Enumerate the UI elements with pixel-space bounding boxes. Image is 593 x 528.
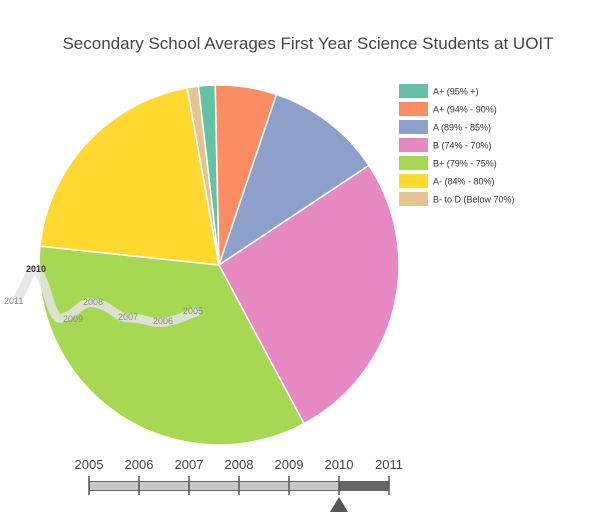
legend-label-a-89-85[interactable]: A (89% - 85%) xyxy=(433,123,491,133)
trail-label-2005: 2005 xyxy=(183,306,203,316)
slider-year-2007[interactable]: 2007 xyxy=(175,457,204,472)
pie-slice-b-79-75[interactable] xyxy=(38,245,306,446)
trail-label-2006: 2006 xyxy=(153,316,173,326)
legend-label-b-74-70[interactable]: B (74% - 70%) xyxy=(433,141,492,151)
slider-year-2008[interactable]: 2008 xyxy=(225,457,254,472)
legend-swatch-a-94-90[interactable] xyxy=(399,102,428,116)
slider-handle[interactable] xyxy=(330,497,348,512)
trail-label-2007: 2007 xyxy=(118,312,138,322)
pie-slice-a-84-80[interactable] xyxy=(39,86,220,266)
trail-label-2011: 2011 xyxy=(4,296,23,306)
trail-path xyxy=(13,265,201,327)
slider-year-2009[interactable]: 2009 xyxy=(275,457,304,472)
legend-swatch-b-74-70[interactable] xyxy=(399,138,428,152)
pie-slices xyxy=(38,84,400,446)
legend-swatch-b-79-75[interactable] xyxy=(399,156,428,170)
pie-slice-a-89-85[interactable] xyxy=(217,93,370,267)
slider-progress xyxy=(90,482,339,490)
slider-year-2011[interactable]: 2011 xyxy=(375,457,403,472)
legend-swatch-a-84-80[interactable] xyxy=(399,174,428,188)
legend-label-b-to-d-below-70[interactable]: B- to D (Below 70%) xyxy=(433,195,515,205)
legend: A+ (95% +) A+ (94% - 90%) A (89% - 85%) B (… xyxy=(399,84,515,206)
legend-label-a-94-90[interactable]: A+ (94% - 90%) xyxy=(433,105,497,115)
slider-year-2010[interactable]: 2010 xyxy=(325,457,354,472)
trail-label-2008: 2008 xyxy=(83,297,103,307)
legend-swatch-a-89-85[interactable] xyxy=(399,120,428,134)
legend-label-a-95[interactable]: A+ (95% +) xyxy=(433,87,479,97)
trail-label-2009: 2009 xyxy=(63,314,83,324)
chart-title: Secondary School Averages First Year Sci… xyxy=(62,34,553,53)
pie-slice-b-to-d-below-70[interactable] xyxy=(186,85,220,266)
slider-year-2006[interactable]: 2006 xyxy=(125,457,154,472)
legend-swatch-b-to-d-below-70[interactable] xyxy=(399,192,428,206)
slider-year-2005[interactable]: 2005 xyxy=(75,457,104,472)
legend-label-a-84-80[interactable]: A- (84% - 80%) xyxy=(433,177,495,187)
pie-slice-b-74-70[interactable] xyxy=(218,164,400,425)
legend-label-b-79-75[interactable]: B+ (79% - 75%) xyxy=(433,159,497,169)
legend-swatch-a-95[interactable] xyxy=(399,84,428,98)
year-slider[interactable]: 2005 2006 2007 2008 2009 2010 2011 xyxy=(75,457,403,512)
trail-label-2010: 2010 xyxy=(26,264,46,274)
